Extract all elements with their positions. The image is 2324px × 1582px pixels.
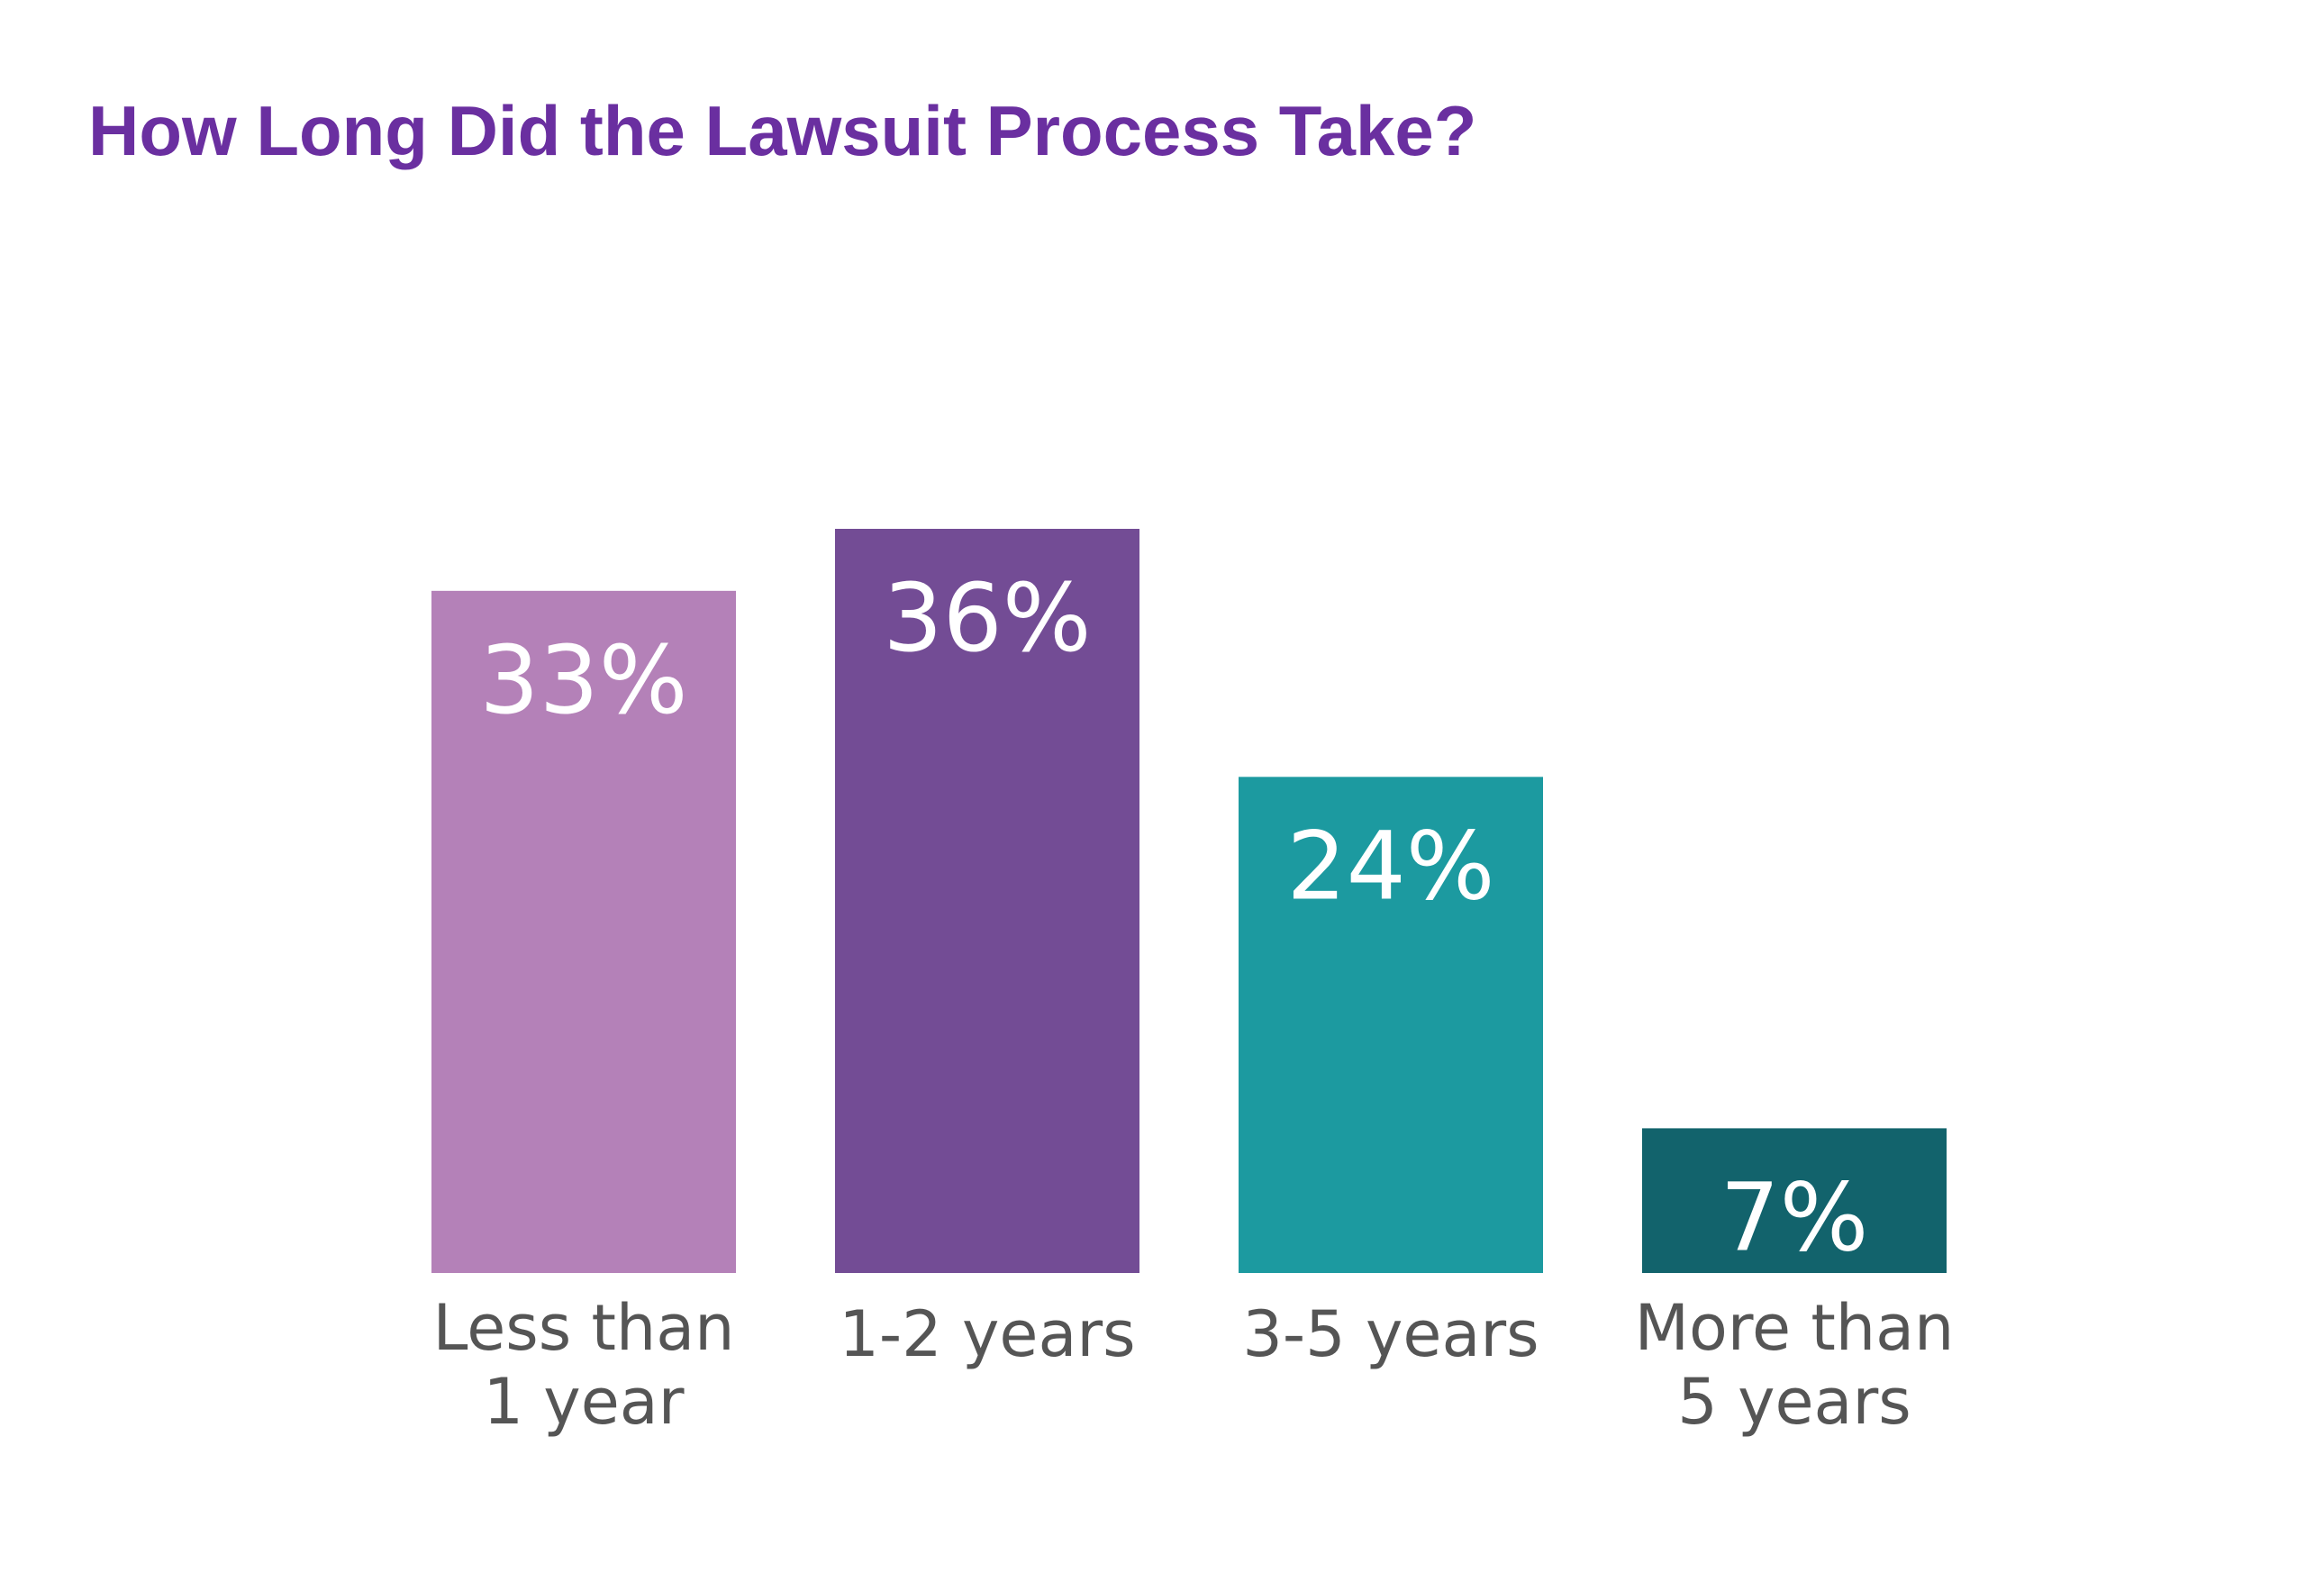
bar-value-label: 7%: [1720, 1162, 1869, 1272]
category-label: 5 years: [1677, 1365, 1911, 1439]
category-label: 1-2 years: [839, 1297, 1135, 1371]
bar-value-label: 33%: [479, 625, 687, 735]
category-label: Less than: [432, 1291, 734, 1365]
bar: [835, 529, 1139, 1273]
chart-title: How Long Did the Lawsuit Process Take?: [88, 91, 1477, 170]
bar: [431, 590, 736, 1273]
bar: [1642, 1128, 1947, 1273]
category-label: 1 year: [484, 1365, 685, 1439]
category-label: More than: [1635, 1291, 1955, 1365]
bar-value-label: 24%: [1286, 811, 1494, 921]
bar: [1239, 777, 1543, 1273]
bar-value-label: 36%: [883, 563, 1091, 673]
category-label: 3-5 years: [1242, 1297, 1539, 1371]
